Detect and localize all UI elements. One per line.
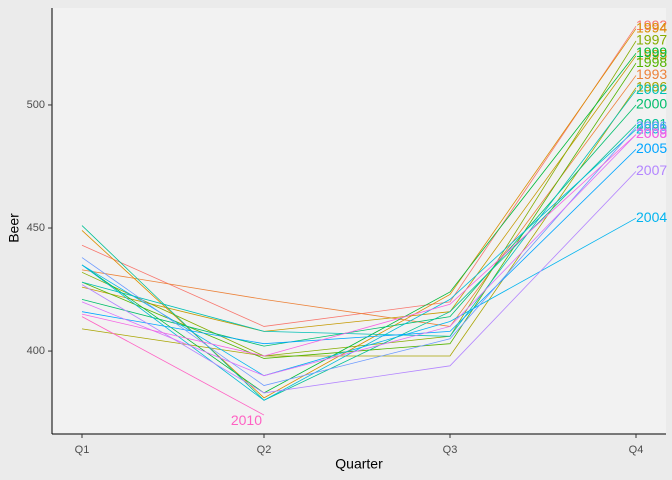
series-line	[81, 40, 637, 357]
series-line	[81, 126, 637, 386]
series-label: 2010	[231, 412, 262, 428]
series-label: 2003	[636, 120, 667, 136]
y-axis-title: Beer	[6, 213, 22, 243]
series-line	[81, 316, 265, 416]
series-line	[81, 134, 637, 377]
x-tick-label: Q4	[629, 444, 644, 456]
x-tick-label: Q2	[257, 444, 272, 456]
series-line	[81, 25, 637, 327]
series-line	[81, 75, 637, 327]
x-axis-title: Quarter	[335, 456, 383, 472]
series-label: 1999	[636, 44, 667, 60]
series-line	[81, 129, 637, 401]
series-label: 2006	[636, 118, 667, 134]
series-label: 2008	[636, 125, 667, 141]
series-line	[81, 104, 637, 347]
series-label: 1994	[636, 19, 667, 35]
series-label: 1992	[636, 17, 667, 33]
series-line	[81, 217, 637, 377]
series-line	[81, 134, 637, 357]
series-label: 1996	[636, 78, 667, 94]
y-tick-label: 400	[27, 345, 45, 357]
series-label: 1997	[636, 32, 667, 48]
series-label: 1993	[636, 66, 667, 82]
series-line	[81, 53, 637, 394]
x-tick-label: Q3	[443, 444, 458, 456]
series-line	[81, 148, 637, 345]
series-label: 1995	[636, 46, 667, 62]
x-tick-label: Q1	[75, 444, 90, 456]
series-line	[81, 124, 637, 401]
series-label: 2005	[636, 140, 667, 156]
series-label: 2002	[636, 81, 667, 97]
series-line	[81, 89, 637, 337]
series-label: 1998	[636, 54, 667, 70]
series-label: 2009	[636, 125, 667, 141]
panel	[52, 8, 666, 434]
series-line	[81, 55, 637, 332]
series-label: 2001	[636, 115, 667, 131]
series-label: 2004	[636, 209, 667, 225]
series-label: 2000	[636, 96, 667, 112]
series-label: 2007	[636, 162, 667, 178]
y-tick-label: 500	[27, 99, 45, 111]
y-tick-label: 450	[27, 222, 45, 234]
